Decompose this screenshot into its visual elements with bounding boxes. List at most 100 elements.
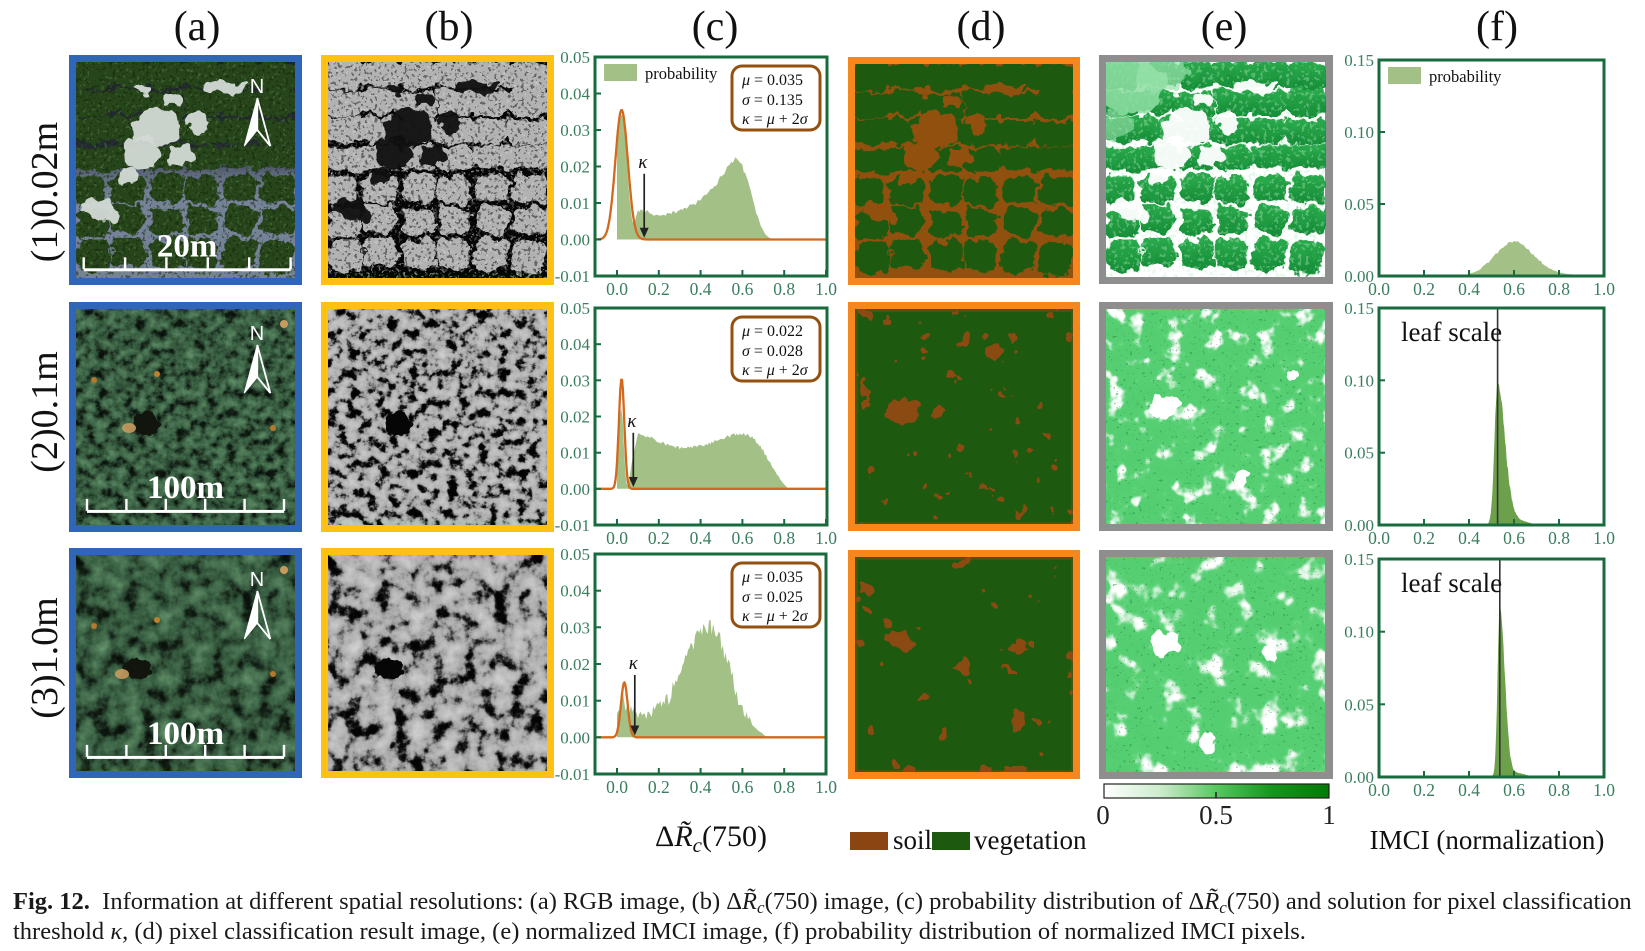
svg-text:-0.01: -0.01 — [555, 516, 590, 535]
svg-text:0.00: 0.00 — [560, 231, 590, 250]
svg-text:(3)1.0m: (3)1.0m — [24, 597, 66, 718]
svg-text:0.0: 0.0 — [606, 528, 628, 548]
svg-text:0.5: 0.5 — [1199, 800, 1233, 830]
svg-text:0.04: 0.04 — [560, 85, 590, 104]
svg-text:0.8: 0.8 — [1548, 528, 1570, 548]
svg-text:(b): (b) — [425, 4, 474, 50]
svg-text:0.2: 0.2 — [1413, 279, 1435, 299]
svg-text:σ = 0.028: σ = 0.028 — [742, 343, 803, 360]
svg-text:0.0: 0.0 — [1368, 279, 1390, 299]
svg-text:-0.01: -0.01 — [555, 267, 590, 286]
svg-text:1.0: 1.0 — [1593, 279, 1615, 299]
svg-text:N: N — [250, 323, 264, 345]
svg-text:0.02: 0.02 — [560, 408, 590, 427]
svg-text:0.6: 0.6 — [1503, 780, 1525, 800]
svg-text:κ = μ + 2σ: κ = μ + 2σ — [742, 608, 809, 625]
svg-text:N: N — [250, 569, 264, 591]
svg-text:0.15: 0.15 — [1344, 550, 1374, 569]
svg-text:0.00: 0.00 — [560, 480, 590, 499]
svg-text:0.8: 0.8 — [1548, 279, 1570, 299]
svg-text:0.05: 0.05 — [560, 545, 590, 564]
svg-text:(c): (c) — [692, 4, 739, 50]
svg-text:0.2: 0.2 — [1413, 528, 1435, 548]
svg-text:0.03: 0.03 — [560, 371, 590, 390]
svg-text:0.2: 0.2 — [1413, 780, 1435, 800]
svg-text:0.02: 0.02 — [560, 158, 590, 177]
svg-text:0.10: 0.10 — [1344, 623, 1374, 642]
svg-text:0.00: 0.00 — [560, 728, 590, 747]
svg-text:1.0: 1.0 — [1593, 528, 1615, 548]
svg-text:-0.01: -0.01 — [555, 765, 590, 784]
svg-text:0.4: 0.4 — [1458, 780, 1480, 800]
svg-text:0.04: 0.04 — [560, 335, 590, 354]
svg-text:0.2: 0.2 — [648, 777, 670, 797]
svg-text:soil: soil — [893, 825, 932, 855]
svg-text:1.0: 1.0 — [815, 528, 837, 548]
svg-text:0.00: 0.00 — [1344, 267, 1374, 286]
svg-text:probability: probability — [1429, 67, 1502, 86]
svg-text:0.2: 0.2 — [648, 528, 670, 548]
svg-text:0.4: 0.4 — [1458, 279, 1480, 299]
svg-text:IMCI (normalization): IMCI (normalization) — [1370, 825, 1605, 855]
svg-text:0.6: 0.6 — [731, 279, 753, 299]
svg-text:0.01: 0.01 — [560, 444, 590, 463]
svg-text:0: 0 — [1096, 800, 1110, 830]
svg-text:0.8: 0.8 — [1548, 780, 1570, 800]
svg-text:κ = μ + 2σ: κ = μ + 2σ — [742, 111, 809, 128]
svg-text:0.0: 0.0 — [606, 777, 628, 797]
svg-text:vegetation: vegetation — [974, 825, 1087, 855]
svg-text:0.10: 0.10 — [1344, 123, 1374, 142]
svg-text:(e): (e) — [1201, 4, 1248, 50]
svg-text:0.05: 0.05 — [560, 299, 590, 318]
svg-text:0.02: 0.02 — [560, 655, 590, 674]
svg-text:0.04: 0.04 — [560, 582, 590, 601]
svg-text:0.05: 0.05 — [1344, 444, 1374, 463]
svg-text:0.8: 0.8 — [773, 279, 795, 299]
svg-text:0.4: 0.4 — [690, 528, 712, 548]
svg-text:0.4: 0.4 — [690, 777, 712, 797]
svg-text:0.03: 0.03 — [560, 121, 590, 140]
svg-text:κ: κ — [629, 653, 639, 674]
svg-text:leaf scale: leaf scale — [1401, 317, 1502, 347]
svg-text:0.00: 0.00 — [1344, 768, 1374, 787]
svg-text:κ: κ — [627, 411, 637, 432]
svg-text:0.10: 0.10 — [1344, 371, 1374, 390]
svg-text:μ = 0.022: μ = 0.022 — [741, 323, 803, 340]
svg-text:0.4: 0.4 — [1458, 528, 1480, 548]
svg-text:σ = 0.135: σ = 0.135 — [742, 92, 803, 109]
svg-text:μ = 0.035: μ = 0.035 — [741, 569, 803, 586]
svg-text:0.01: 0.01 — [560, 692, 590, 711]
svg-text:ΔR̃c(750): ΔR̃c(750) — [655, 820, 767, 857]
svg-text:σ = 0.025: σ = 0.025 — [742, 589, 803, 606]
svg-text:0.01: 0.01 — [560, 194, 590, 213]
svg-text:0.8: 0.8 — [773, 528, 795, 548]
svg-text:0.8: 0.8 — [773, 777, 795, 797]
svg-text:0.0: 0.0 — [1368, 528, 1390, 548]
svg-text:100m: 100m — [147, 470, 224, 506]
svg-text:(d): (d) — [957, 4, 1006, 50]
svg-text:0.2: 0.2 — [648, 279, 670, 299]
svg-text:probability: probability — [645, 64, 718, 83]
svg-text:0.6: 0.6 — [731, 777, 753, 797]
svg-text:0.05: 0.05 — [560, 48, 590, 67]
svg-text:0.6: 0.6 — [1503, 528, 1525, 548]
svg-text:(1)0.02m: (1)0.02m — [24, 122, 66, 262]
svg-text:(a): (a) — [174, 4, 221, 50]
svg-text:leaf scale: leaf scale — [1401, 568, 1502, 598]
svg-text:0.15: 0.15 — [1344, 51, 1374, 70]
svg-text:0.0: 0.0 — [1368, 780, 1390, 800]
svg-text:1: 1 — [1322, 800, 1336, 830]
svg-text:0.6: 0.6 — [1503, 279, 1525, 299]
svg-text:(2)0.1m: (2)0.1m — [24, 351, 66, 472]
svg-text:(f): (f) — [1476, 4, 1518, 50]
svg-text:1.0: 1.0 — [815, 777, 837, 797]
svg-text:0.0: 0.0 — [606, 279, 628, 299]
svg-text:0.15: 0.15 — [1344, 299, 1374, 318]
svg-text:100m: 100m — [147, 716, 224, 752]
svg-text:μ = 0.035: μ = 0.035 — [741, 72, 803, 89]
svg-text:N: N — [250, 76, 264, 98]
svg-text:1.0: 1.0 — [815, 279, 837, 299]
svg-text:1.0: 1.0 — [1593, 780, 1615, 800]
svg-text:0.05: 0.05 — [1344, 195, 1374, 214]
svg-text:κ: κ — [638, 152, 648, 173]
